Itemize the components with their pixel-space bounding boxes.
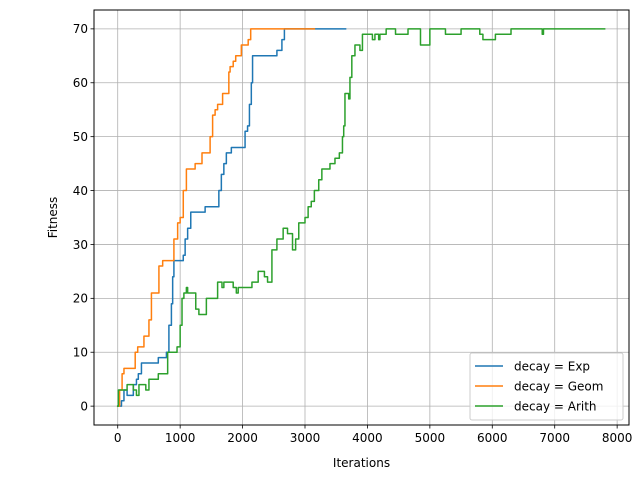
legend-label-2: decay = Geom — [514, 379, 603, 393]
y-tick-label: 30 — [73, 238, 88, 252]
y-tick-label: 70 — [73, 22, 88, 36]
x-tick-label: 5000 — [415, 431, 446, 445]
x-tick-label: 2000 — [227, 431, 258, 445]
x-tick-label: 0 — [114, 431, 122, 445]
x-tick-label: 7000 — [539, 431, 570, 445]
axis-ticks: 0 1000 2000 3000 4000 5000 6000 7000 8000 0 10 20 30… — [73, 22, 633, 445]
series-line-3 — [116, 28, 606, 407]
x-tick-label: 3000 — [290, 431, 321, 445]
x-axis-title: Iterations — [333, 456, 390, 470]
y-tick-label: 50 — [73, 130, 88, 144]
x-tick-label: 6000 — [477, 431, 508, 445]
y-tick-label: 40 — [73, 184, 88, 198]
y-tick-label: 60 — [73, 76, 88, 90]
y-tick-label: 0 — [80, 399, 88, 413]
series-line-1 — [116, 28, 347, 407]
x-tick-label: 4000 — [352, 431, 383, 445]
y-axis-title: Fitness — [46, 197, 60, 239]
legend: decay = Exp decay = Geom decay = Arith — [469, 352, 624, 421]
x-tick-label: 1000 — [165, 431, 196, 445]
series-lines — [116, 28, 606, 407]
legend-box — [469, 352, 624, 421]
x-tick-label: 8000 — [602, 431, 633, 445]
series-line-2 — [116, 28, 316, 407]
y-tick-label: 20 — [73, 292, 88, 306]
y-tick-label: 10 — [73, 346, 88, 360]
plot-frame — [93, 9, 630, 426]
legend-label-1: decay = Exp — [514, 359, 590, 373]
legend-label-3: decay = Arith — [514, 399, 597, 413]
